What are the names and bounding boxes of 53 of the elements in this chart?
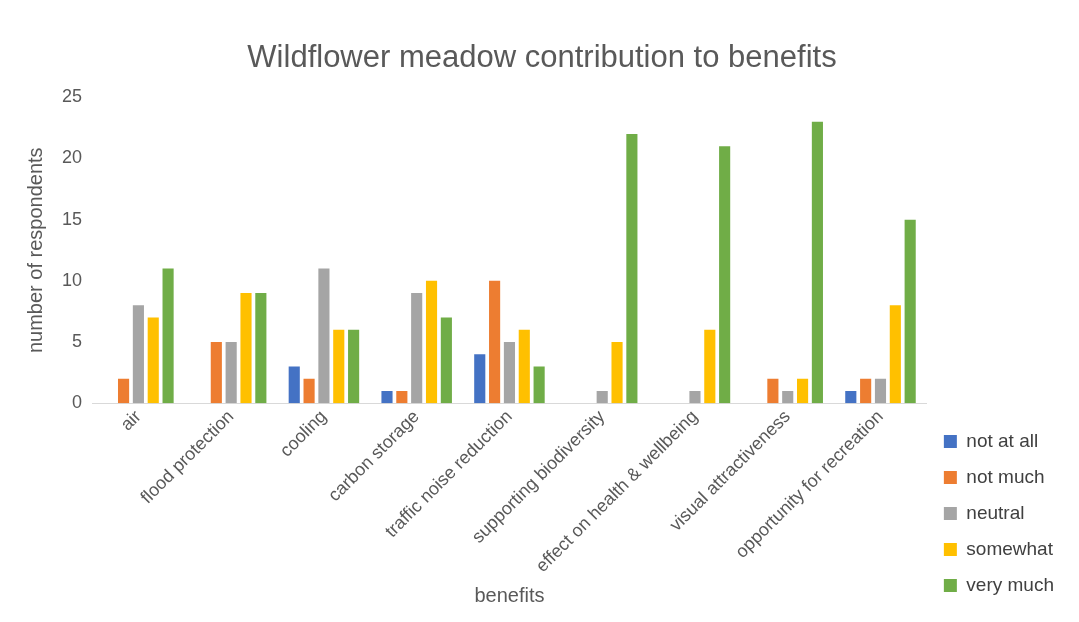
legend-label: neutral [966,501,1025,523]
bar [381,391,393,404]
bar [303,378,315,404]
bar [533,366,545,404]
bar [503,342,516,404]
bar [782,391,794,404]
chart-title: Wildflower meadow contribution to benefits [247,39,837,75]
y-tick-label: 10 [61,269,83,290]
bar [440,317,452,404]
bar [489,280,501,404]
bar [797,378,809,404]
bar [348,329,360,404]
bar [874,378,887,404]
bar [811,121,823,404]
bar [147,317,159,404]
bar [860,378,872,404]
bar [474,354,486,404]
bar [518,329,530,404]
bar [288,366,300,404]
bar [318,268,330,404]
x-tick-label: air [116,406,145,435]
legend-label: somewhat [966,537,1054,559]
bar [117,378,130,404]
y-tick-label: 15 [61,208,83,229]
bar [689,391,701,404]
y-axis-title: number of respondents [23,147,46,354]
bar [132,305,144,404]
bar [396,391,408,404]
legend-label: very much [966,573,1055,595]
bar [162,268,174,404]
bar [704,329,716,404]
bar [210,342,222,404]
bar [767,378,779,404]
bar [845,391,857,404]
legend-label: not much [966,465,1045,487]
bar [255,293,267,404]
bar [225,342,237,404]
bar [904,219,916,404]
bar [425,280,438,404]
bar [596,391,608,404]
y-tick-label: 20 [61,147,83,168]
bar [411,293,423,404]
bar [333,329,345,404]
y-tick-label: 5 [72,331,83,352]
bar [611,342,623,404]
legend-label: not at all [966,429,1039,451]
bar [889,305,901,404]
y-tick-label: 0 [72,392,83,413]
x-axis-title: benefits [474,583,545,606]
bar [240,293,252,404]
y-tick-label: 25 [61,86,83,107]
bar [626,133,638,404]
bar [719,146,731,404]
